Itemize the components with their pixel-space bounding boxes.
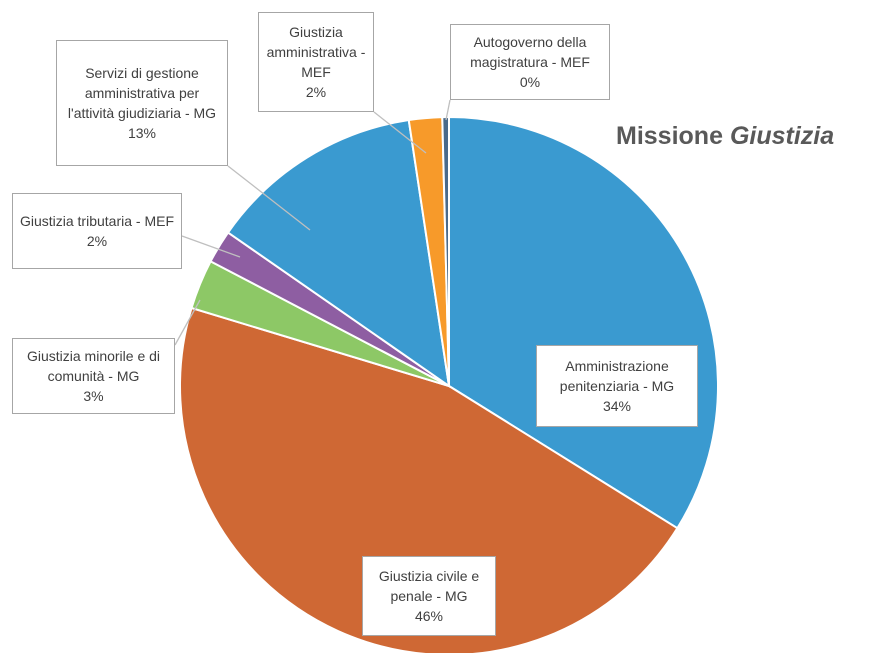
pie xyxy=(179,115,719,653)
label-name: Amministrazione penitenziaria - MG xyxy=(559,358,675,394)
label-name: Servizi di gestione amministrativa per l… xyxy=(67,65,217,121)
label-name: Giustizia civile e penale - MG xyxy=(378,568,480,604)
label-value: 46% xyxy=(414,608,444,624)
label-value: 34% xyxy=(602,398,632,414)
leader-line xyxy=(227,165,311,231)
label-value: 13% xyxy=(127,125,157,141)
label-name: Giustizia minorile e di comunità - MG xyxy=(26,348,161,384)
data-label: Servizi di gestione amministrativa per l… xyxy=(56,40,228,166)
data-label: Autogoverno della magistratura - MEF 0% xyxy=(450,24,610,100)
chart-title: Missione Giustizia xyxy=(616,122,834,151)
label-value: 3% xyxy=(83,388,104,404)
label-value: 2% xyxy=(305,84,327,100)
leader-line xyxy=(181,235,241,258)
data-label: Amministrazione penitenziaria - MG 34% xyxy=(536,345,698,427)
label-value: 2% xyxy=(86,233,108,249)
title-text: Missione xyxy=(616,122,723,150)
data-label: Giustizia minorile e di comunità - MG 3% xyxy=(12,338,175,414)
label-name: Giustizia amministrativa - MEF xyxy=(266,24,366,80)
pie-slice xyxy=(441,115,450,387)
data-label: Giustizia amministrativa - MEF 2% xyxy=(258,12,374,112)
label-value: 0% xyxy=(519,74,541,90)
data-label: Giustizia civile e penale - MG 46% xyxy=(362,556,496,636)
leader-line xyxy=(445,99,451,121)
data-label: Giustizia tributaria - MEF 2% xyxy=(12,193,182,269)
label-name: Giustizia tributaria - MEF xyxy=(19,213,175,229)
leader-line xyxy=(174,299,201,346)
label-name: Autogoverno della magistratura - MEF xyxy=(470,34,590,70)
leader-line xyxy=(373,111,427,154)
pie-slice xyxy=(179,306,679,653)
title-emphasis: Giustizia xyxy=(729,122,835,150)
